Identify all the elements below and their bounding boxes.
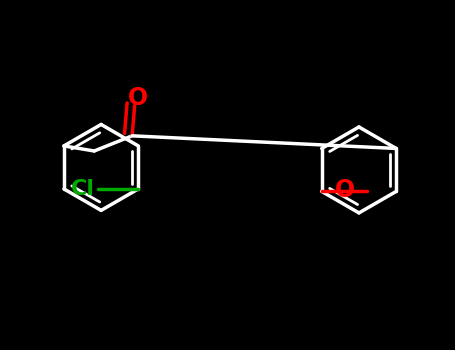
Text: O: O [128,86,148,110]
Text: O: O [334,178,354,202]
Text: Cl: Cl [71,179,96,199]
